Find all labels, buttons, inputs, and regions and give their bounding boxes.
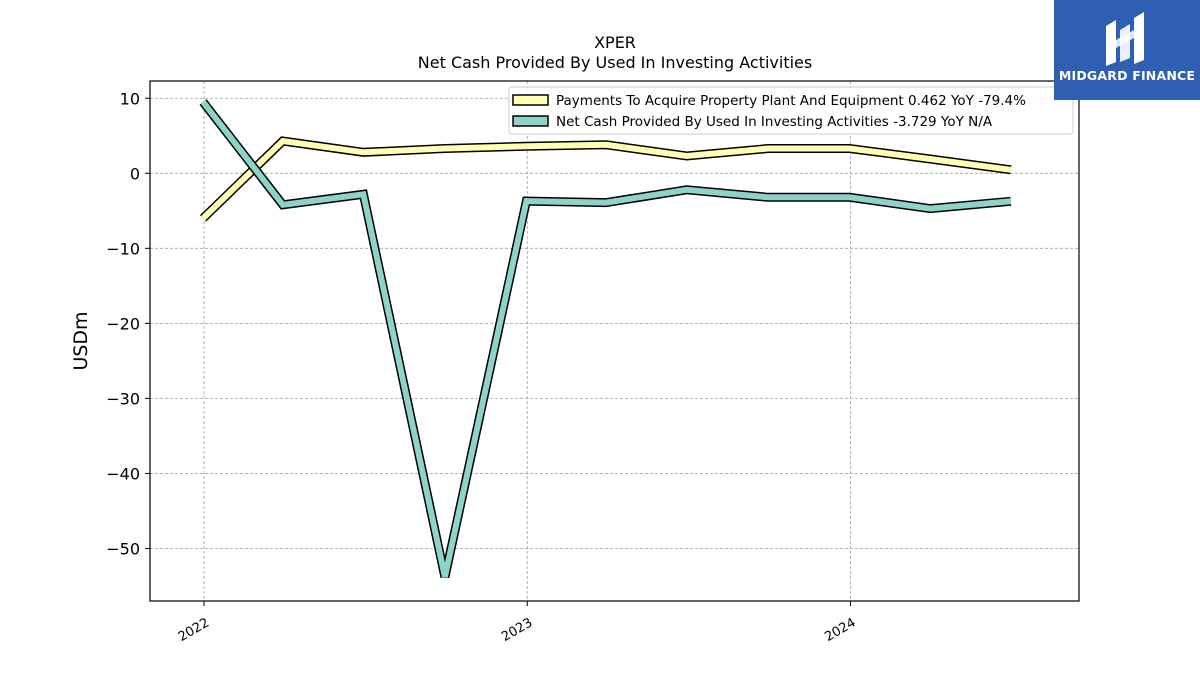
- logo-text: MIDGARD FINANCE: [1058, 68, 1196, 83]
- y-tick-label: 10: [120, 89, 140, 108]
- y-axis-label: USDm: [70, 311, 92, 370]
- legend: Payments To Acquire Property Plant And E…: [508, 86, 1074, 135]
- x-tick-label: 2023: [499, 615, 535, 645]
- plot-frame: [149, 80, 1080, 602]
- legend-box: [508, 86, 1074, 135]
- chart-subtitle: Net Cash Provided By Used In Investing A…: [418, 53, 812, 72]
- y-tick-label: −50: [106, 539, 140, 558]
- y-tick-label: −10: [106, 239, 140, 258]
- series-line-1: [201, 137, 1012, 221]
- logo-mark-icon: [1106, 12, 1144, 66]
- y-tick-label: −20: [106, 314, 140, 333]
- x-tick-label: 2022: [176, 615, 212, 645]
- legend-label-1: Payments To Acquire Property Plant And E…: [556, 93, 1026, 109]
- chart-title: XPER: [594, 33, 636, 52]
- x-tick-label: 2024: [822, 615, 858, 645]
- series-layer: [199, 99, 1012, 578]
- series-line-2: [200, 100, 1012, 578]
- y-tick-label: −40: [106, 464, 140, 483]
- ticks: 10 0 −10 −20 −30 −40 −50 2022 2023 2024: [106, 89, 858, 645]
- grid: [150, 81, 1079, 601]
- legend-swatch-2: [512, 115, 549, 127]
- y-tick-label: −30: [106, 389, 140, 408]
- y-tick-label: 0: [130, 164, 140, 183]
- legend-swatch-1: [512, 94, 549, 106]
- legend-label-2: Net Cash Provided By Used In Investing A…: [556, 114, 993, 130]
- brand-logo: MIDGARD FINANCE: [1054, 0, 1200, 100]
